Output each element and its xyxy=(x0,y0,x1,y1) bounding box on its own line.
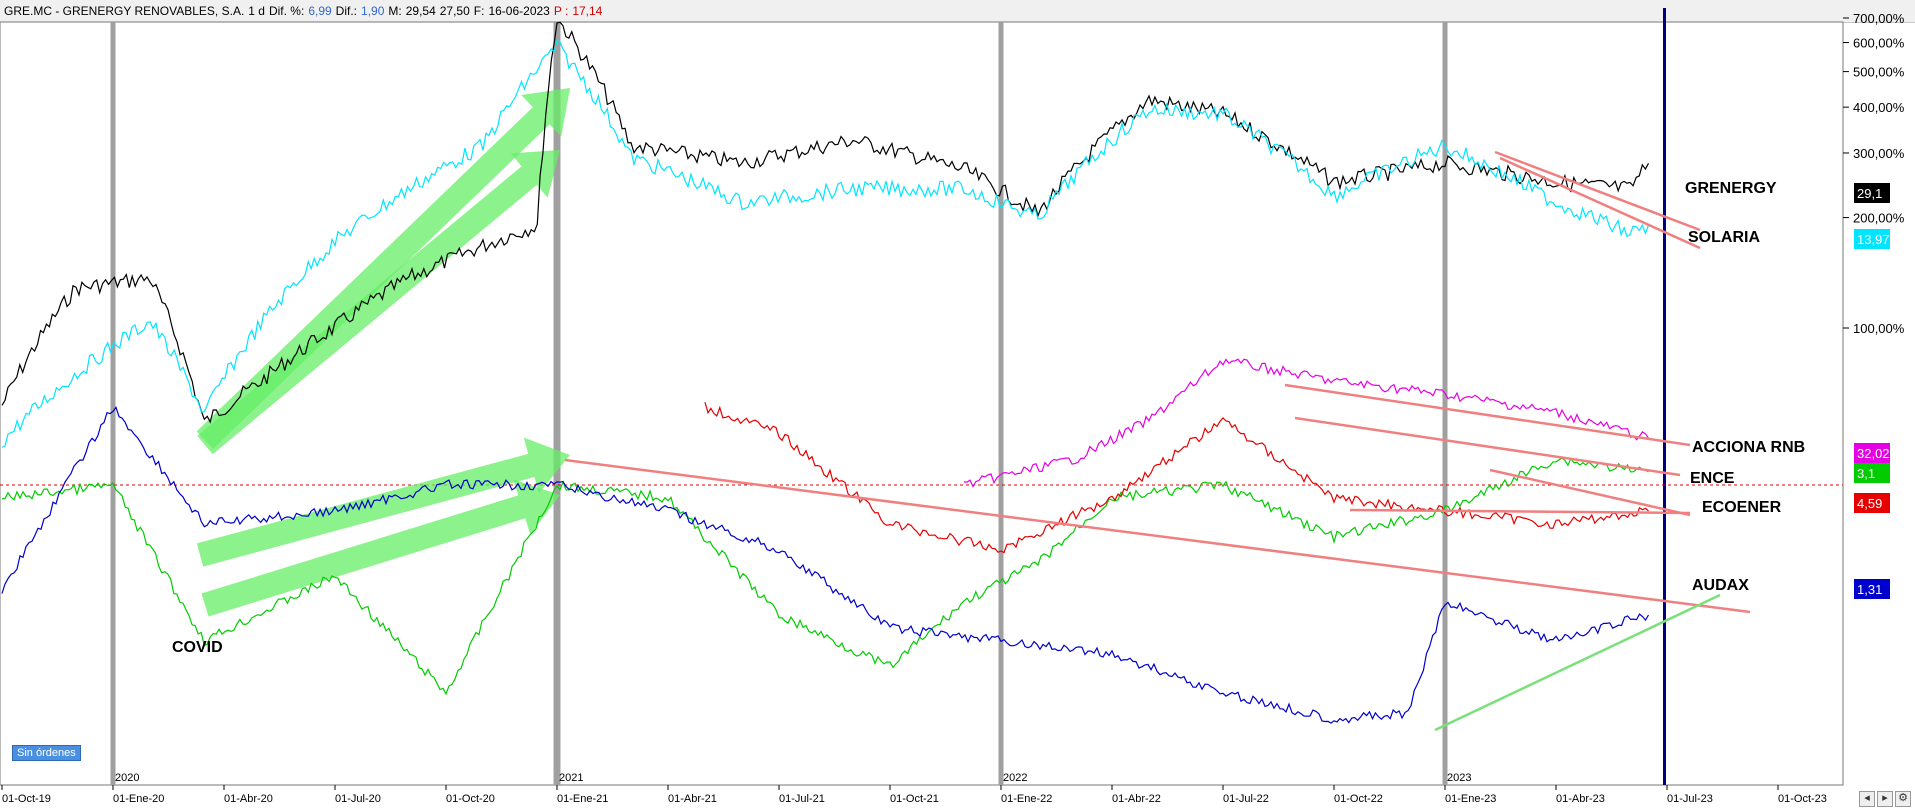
trend-line xyxy=(1294,416,1681,477)
value-badge xyxy=(1854,579,1890,599)
value-badge xyxy=(1854,229,1890,249)
y-tick-label: 200,00% xyxy=(1853,211,1905,226)
x-tick-label: 01-Oct-23 xyxy=(1778,793,1827,805)
left-arrow-icon[interactable]: ◂ xyxy=(1859,791,1875,807)
x-tick-label: 01-Abr-22 xyxy=(1112,793,1161,805)
value-badge-label: 1,31 xyxy=(1857,582,1882,597)
series-line-ecoener xyxy=(704,402,1649,554)
covid-annotation: COVID xyxy=(172,639,223,656)
value-badge xyxy=(1854,443,1890,463)
trend-arrow xyxy=(196,88,571,449)
x-tick-label: 01-Ene-23 xyxy=(1445,793,1496,805)
trend-line xyxy=(564,458,1751,614)
year-label: 2023 xyxy=(1447,772,1471,784)
m-label: M: xyxy=(388,4,402,18)
x-tick-label: 01-Abr-21 xyxy=(668,793,717,805)
value-badge xyxy=(1854,493,1890,513)
value-badge-label: 13,97 xyxy=(1857,232,1890,247)
trend-arrow xyxy=(196,437,571,567)
p-value: 17,14 xyxy=(572,4,603,18)
m-value: 29,54 xyxy=(405,4,436,18)
f-label: F: xyxy=(473,4,485,18)
series-label: ECOENER xyxy=(1702,499,1782,516)
year-label: 2022 xyxy=(1003,772,1027,784)
series-label: AUDAX xyxy=(1692,577,1749,594)
y-tick-label: 700,00% xyxy=(1853,11,1905,26)
value-badge-label: 3,1 xyxy=(1857,466,1875,481)
value-badge-label: 4,59 xyxy=(1857,496,1882,511)
f-value: 16-06-2023 xyxy=(488,4,550,18)
x-tick-label: 01-Jul-22 xyxy=(1223,793,1269,805)
dif-value: 1,90 xyxy=(361,4,385,18)
series-line-grenergy xyxy=(1,21,1650,424)
series-line-ence xyxy=(1,457,1649,696)
p-label: P : xyxy=(553,4,569,18)
corner-controls: ◂ ▸ ⚙ xyxy=(1857,791,1911,807)
trend-line xyxy=(1284,383,1691,447)
x-tick-label: 01-Ene-21 xyxy=(557,793,608,805)
dif-pct-label: Dif. %: xyxy=(268,4,305,18)
x-tick-label: 01-Ene-20 xyxy=(113,793,164,805)
x-tick-label: 01-Ene-22 xyxy=(1001,793,1052,805)
x-tick-label: 01-Jul-20 xyxy=(335,793,381,805)
dif-pct-value: 6,99 xyxy=(308,4,332,18)
x-tick-label: 01-Oct-19 xyxy=(2,793,51,805)
y-tick-label: 100,00% xyxy=(1853,321,1905,336)
series-line-audax xyxy=(1,406,1650,724)
series-label: SOLARIA xyxy=(1688,229,1760,246)
series-label: ENCE xyxy=(1690,470,1735,487)
series-label: ACCIONA RNB xyxy=(1692,439,1805,456)
dif-label: Dif.: xyxy=(335,4,358,18)
ticker-label: GRE.MC - GRENERGY RENOVABLES, S.A. xyxy=(4,4,245,18)
year-label: 2021 xyxy=(559,772,583,784)
value-badge xyxy=(1854,183,1890,203)
x-tick-label: 01-Oct-22 xyxy=(1334,793,1383,805)
right-arrow-icon[interactable]: ▸ xyxy=(1877,791,1893,807)
series-line-solaria xyxy=(1,39,1650,448)
no-orders-badge[interactable]: Sin órdenes xyxy=(12,745,81,761)
x-tick-label: 01-Oct-21 xyxy=(890,793,939,805)
x-tick-label: 01-Abr-23 xyxy=(1556,793,1605,805)
x-tick-label: 01-Jul-23 xyxy=(1667,793,1713,805)
y-tick-label: 600,00% xyxy=(1853,36,1905,51)
trend-line xyxy=(1349,508,1691,515)
plot-frame xyxy=(0,21,1844,786)
series-line-acciona-rnb xyxy=(963,358,1649,488)
x-tick-label: 01-Abr-20 xyxy=(224,793,273,805)
value-badge-label: 29,1 xyxy=(1857,186,1882,201)
trend-line xyxy=(1489,468,1691,517)
trend-arrow xyxy=(197,150,561,455)
value-badge-label: 32,02 xyxy=(1857,446,1890,461)
chart-header: GRE.MC - GRENERGY RENOVABLES, S.A. 1 d Dif… xyxy=(0,0,1915,23)
x-tick-label: 01-Jul-21 xyxy=(779,793,825,805)
value-badge xyxy=(1854,463,1890,483)
trend-line xyxy=(1499,156,1701,250)
year-label: 2020 xyxy=(115,772,139,784)
y-tick-label: 400,00% xyxy=(1853,100,1905,115)
trend-arrow xyxy=(201,479,560,617)
series-label: GRENERGY xyxy=(1685,180,1777,197)
y-tick-label: 500,00% xyxy=(1853,65,1905,80)
m-value-2: 27,50 xyxy=(439,4,470,18)
trend-line xyxy=(1434,593,1721,732)
trend-line xyxy=(1494,150,1701,232)
period-label: 1 d xyxy=(248,4,265,18)
x-tick-label: 01-Oct-20 xyxy=(446,793,495,805)
settings-icon[interactable]: ⚙ xyxy=(1895,791,1911,807)
y-tick-label: 300,00% xyxy=(1853,146,1905,161)
